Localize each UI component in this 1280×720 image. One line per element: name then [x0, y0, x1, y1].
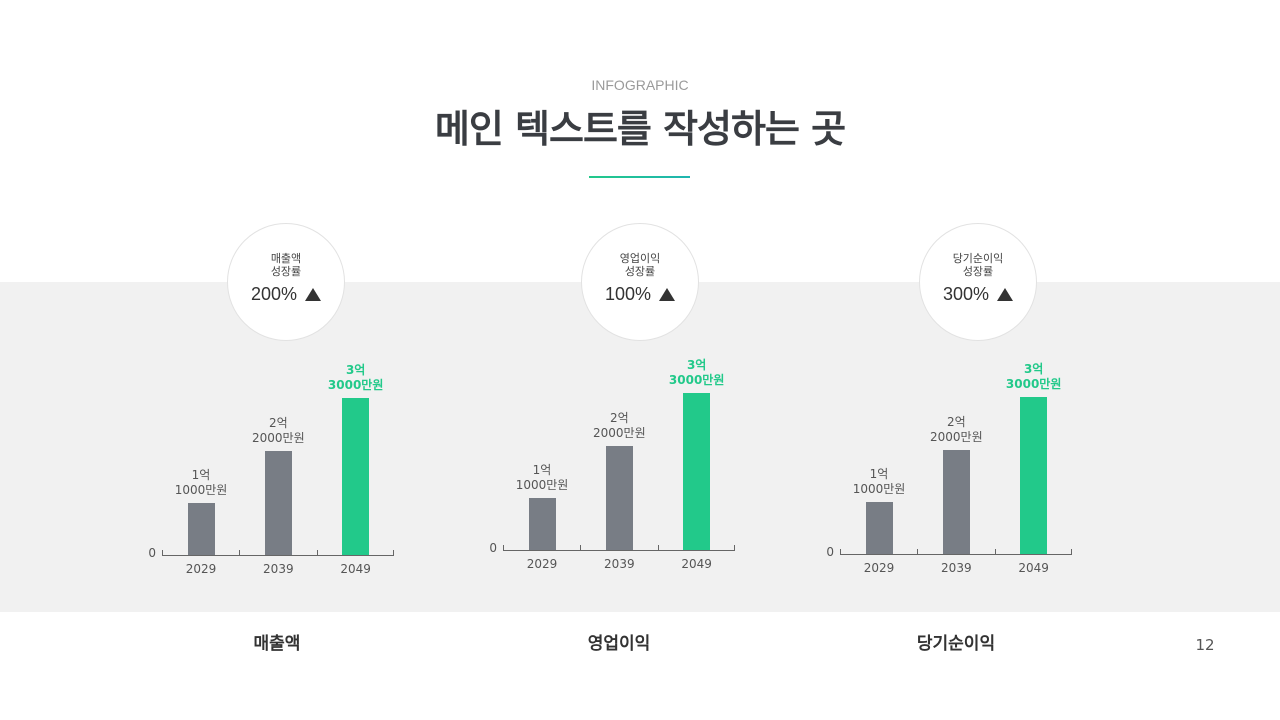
bar — [865, 501, 893, 554]
growth-row: 200% — [228, 284, 344, 305]
category-divider — [393, 550, 394, 555]
value-label: 1억 1000만원 — [515, 462, 569, 492]
value-label: 2억 2000만원 — [252, 415, 305, 445]
growth-value: 100% — [604, 284, 652, 304]
x-tick-label: 2049 — [1018, 561, 1049, 575]
bar — [187, 502, 215, 555]
x-tick-label: 2039 — [941, 561, 972, 575]
category-divider — [917, 549, 919, 554]
up-arrow — [659, 288, 676, 301]
growth-row: 100% — [582, 284, 698, 305]
category-divider — [994, 549, 996, 554]
category-divider — [239, 550, 241, 555]
up-arrow — [997, 288, 1014, 301]
bar — [342, 398, 370, 555]
x-tick-label: 2029 — [863, 561, 895, 575]
value-label: 3억 3000만원 — [327, 363, 384, 393]
tick-mark — [162, 550, 163, 555]
value-label: 3억 3000만원 — [1005, 362, 1062, 392]
category-divider — [580, 545, 582, 550]
value-label: 1억 1000만원 — [174, 467, 228, 497]
growth-label: 매출액 성장률 — [270, 252, 302, 278]
growth-label: 영업이익 성장률 — [619, 252, 661, 278]
category-divider — [316, 550, 318, 555]
chart-title: 당기순이익 — [916, 634, 996, 654]
x-tick-label: 2029 — [526, 557, 558, 571]
x-tick-label: 2029 — [185, 562, 217, 576]
value-label: 2억 2000만원 — [593, 410, 646, 440]
x-tick-label: 2039 — [604, 557, 635, 571]
bar — [528, 497, 556, 550]
value-label: 2억 2000만원 — [930, 414, 983, 444]
x-axis — [162, 555, 394, 556]
category-divider — [1071, 549, 1072, 554]
value-label: 1억 1000만원 — [852, 466, 906, 496]
value-label: 3억 3000만원 — [668, 358, 725, 388]
growth-row: 300% — [920, 284, 1036, 305]
bar — [264, 450, 292, 555]
x-tick-label: 2049 — [340, 562, 371, 576]
x-axis — [840, 554, 1072, 555]
growth-circle: 당기순이익 성장률 300% — [919, 223, 1037, 341]
growth-circle: 매출액 성장률 200% — [227, 223, 345, 341]
bar — [683, 393, 711, 550]
x-axis — [503, 550, 735, 551]
tick-mark — [503, 545, 504, 550]
category-divider — [734, 545, 735, 550]
chart-title: 영업이익 — [587, 634, 651, 654]
y-tick-label: 0 — [489, 541, 497, 555]
y-tick-label: 0 — [826, 545, 834, 559]
subtitle: INFOGRAPHIC — [591, 77, 689, 93]
bar — [1020, 397, 1048, 554]
chart-title: 매출액 — [253, 634, 301, 654]
growth-value: 300% — [942, 284, 990, 304]
y-tick-label: 0 — [148, 546, 156, 560]
up-arrow — [305, 288, 322, 301]
category-divider — [657, 545, 659, 550]
title: 메인 텍스트를 작성하는 곳 — [434, 107, 846, 151]
bar — [942, 449, 970, 554]
page-number: 12 — [1195, 636, 1215, 654]
divider — [589, 176, 690, 178]
growth-circle: 영업이익 성장률 100% — [581, 223, 699, 341]
growth-label: 당기순이익 성장률 — [952, 252, 1004, 278]
x-tick-label: 2049 — [681, 557, 712, 571]
growth-value: 200% — [250, 284, 298, 304]
tick-mark — [840, 549, 841, 554]
x-tick-label: 2039 — [263, 562, 294, 576]
bar — [605, 445, 633, 550]
